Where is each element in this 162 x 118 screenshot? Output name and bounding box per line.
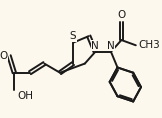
Text: N: N bbox=[107, 40, 115, 51]
Text: S: S bbox=[70, 31, 76, 41]
Text: O: O bbox=[117, 11, 126, 20]
Text: CH3: CH3 bbox=[138, 40, 160, 50]
Text: OH: OH bbox=[17, 91, 33, 101]
Text: N: N bbox=[91, 40, 99, 51]
Text: O: O bbox=[0, 51, 8, 61]
